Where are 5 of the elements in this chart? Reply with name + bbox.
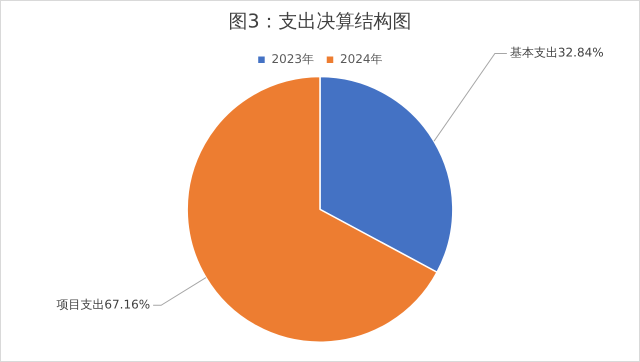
- data-label: 项目支出67.16%: [56, 297, 150, 312]
- chart-title: 图3：支出决算结构图: [228, 10, 412, 32]
- legend-label: 2024年: [340, 52, 383, 66]
- data-label: 基本支出32.84%: [510, 46, 604, 60]
- legend-label: 2023年: [271, 52, 314, 66]
